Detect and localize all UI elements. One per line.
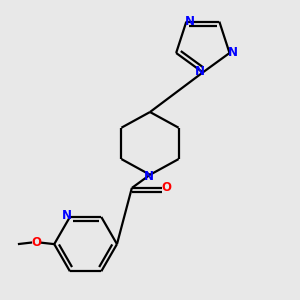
Text: N: N [195, 65, 205, 78]
Text: N: N [62, 209, 72, 222]
Text: N: N [228, 46, 238, 59]
Text: N: N [144, 170, 154, 183]
Text: N: N [184, 15, 195, 28]
Text: O: O [161, 182, 172, 194]
Text: O: O [31, 236, 41, 249]
